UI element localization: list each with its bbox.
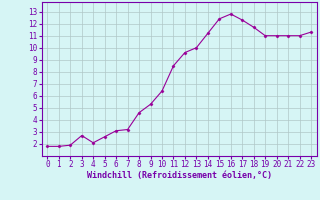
X-axis label: Windchill (Refroidissement éolien,°C): Windchill (Refroidissement éolien,°C) bbox=[87, 171, 272, 180]
